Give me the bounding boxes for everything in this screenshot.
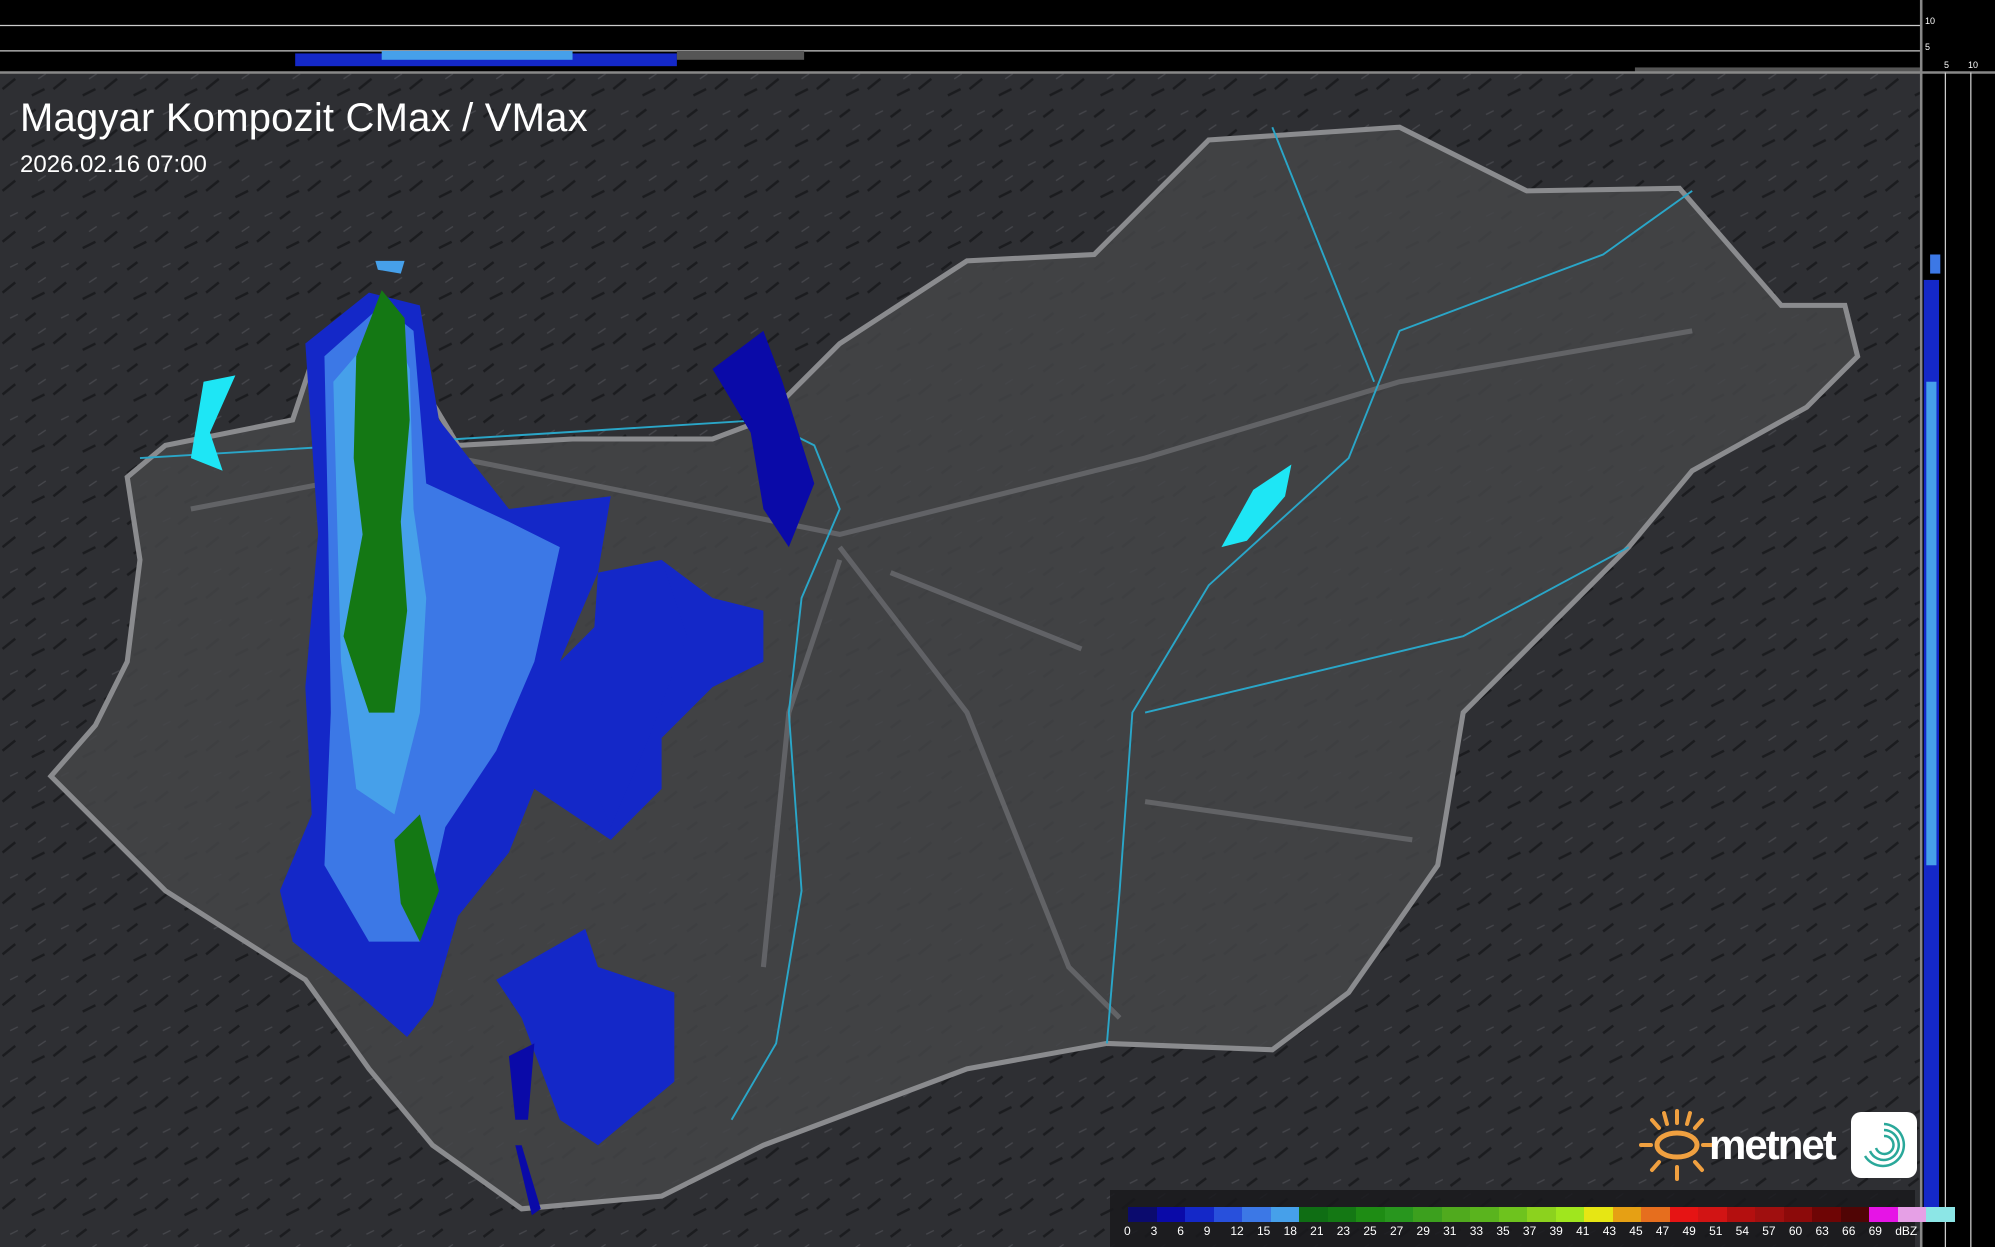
legend-swatch <box>1698 1207 1727 1222</box>
top-profile-panel <box>0 0 1922 73</box>
legend-swatch <box>1156 1207 1185 1222</box>
legend-swatch <box>1470 1207 1499 1222</box>
legend-label: 45 <box>1629 1224 1643 1238</box>
legend-label: 35 <box>1496 1224 1510 1238</box>
legend-swatch <box>1356 1207 1385 1222</box>
map-timestamp: 2026.02.16 07:00 <box>20 151 207 178</box>
legend-label: 33 <box>1469 1224 1484 1238</box>
legend-swatch <box>1441 1207 1470 1222</box>
legend-label: 23 <box>1336 1224 1351 1238</box>
side-axis-tick-10: 10 <box>1968 60 1979 70</box>
legend-swatch <box>1270 1207 1299 1222</box>
legend-label: 41 <box>1576 1224 1590 1238</box>
legend-swatch <box>1612 1207 1641 1222</box>
dbz-color-legend: 0 3 6 9 12 15 18 21 23 25 27 29 31 33 35 37 39 41 43 45 47 49… <box>1110 1190 1955 1247</box>
legend-label: 25 <box>1363 1224 1377 1238</box>
legend-swatch <box>1755 1207 1784 1222</box>
legend-swatch <box>1812 1207 1841 1222</box>
legend-swatch <box>1926 1207 1955 1222</box>
legend-swatch <box>1242 1207 1271 1222</box>
lake-neusiedl <box>190 375 236 471</box>
legend-label: 54 <box>1735 1224 1750 1238</box>
legend-label: 29 <box>1416 1224 1430 1238</box>
legend-label: 66 <box>1842 1224 1856 1238</box>
legend-swatch <box>1897 1207 1926 1222</box>
legend-unit: dBZ <box>1895 1224 1918 1238</box>
legend-color-bar <box>1128 1207 1955 1222</box>
legend-swatch <box>1869 1207 1898 1222</box>
legend-swatch <box>1299 1207 1328 1222</box>
legend-swatch <box>1213 1207 1242 1222</box>
metnet-app-icon <box>1850 1112 1917 1178</box>
legend-swatch <box>1641 1207 1670 1222</box>
legend-label: 63 <box>1815 1224 1829 1238</box>
legend-label: 6 <box>1177 1224 1184 1238</box>
lake-tisza <box>1221 464 1292 548</box>
legend-label: 3 <box>1150 1224 1158 1238</box>
legend-swatch <box>1384 1207 1413 1222</box>
radar-echoes <box>279 260 815 1216</box>
sun-icon <box>1639 1109 1715 1181</box>
side-axis-tick-5: 5 <box>1944 60 1950 70</box>
legend-labels: 0 3 6 9 12 15 18 21 23 25 27 29 31 33 35 37 39 41 43 45 47 49… <box>1124 1224 1922 1238</box>
legend-label: 27 <box>1389 1224 1404 1238</box>
top-axis-tick-5: 5 <box>1925 42 1931 52</box>
legend-swatch <box>1527 1207 1556 1222</box>
legend-swatch <box>1840 1207 1869 1222</box>
legend-label: 9 <box>1203 1224 1211 1238</box>
legend-label: 39 <box>1549 1224 1563 1238</box>
legend-label: 57 <box>1762 1224 1776 1238</box>
map-title: Magyar Kompozit CMax / VMax <box>20 96 588 140</box>
legend-swatch <box>1128 1207 1157 1222</box>
legend-label: 15 <box>1256 1224 1271 1238</box>
legend-swatch <box>1498 1207 1527 1222</box>
rivers <box>139 126 1693 1121</box>
metnet-logo: metnet <box>1637 1105 1917 1185</box>
top-axis-tick-10: 10 <box>1925 16 1936 26</box>
legend-label: 12 <box>1230 1224 1244 1238</box>
legend-swatch <box>1783 1207 1812 1222</box>
legend-label: 60 <box>1788 1224 1803 1238</box>
legend-swatch <box>1185 1207 1214 1222</box>
legend-swatch <box>1413 1207 1442 1222</box>
metnet-logo-text: metnet <box>1709 1121 1837 1168</box>
legend-swatch <box>1555 1207 1584 1222</box>
legend-label: 31 <box>1443 1224 1457 1238</box>
legend-swatch <box>1726 1207 1755 1222</box>
legend-label: 0 <box>1124 1224 1131 1238</box>
legend-label: 43 <box>1602 1224 1617 1238</box>
legend-label: 21 <box>1310 1224 1324 1238</box>
legend-swatch <box>1584 1207 1613 1222</box>
legend-label: 37 <box>1522 1224 1537 1238</box>
legend-swatch <box>1327 1207 1356 1222</box>
legend-label: 47 <box>1655 1224 1670 1238</box>
legend-label: 18 <box>1283 1224 1297 1238</box>
legend-swatch <box>1669 1207 1698 1222</box>
legend-label: 69 <box>1868 1224 1882 1238</box>
legend-label: 51 <box>1709 1224 1723 1238</box>
legend-label: 49 <box>1682 1224 1696 1238</box>
